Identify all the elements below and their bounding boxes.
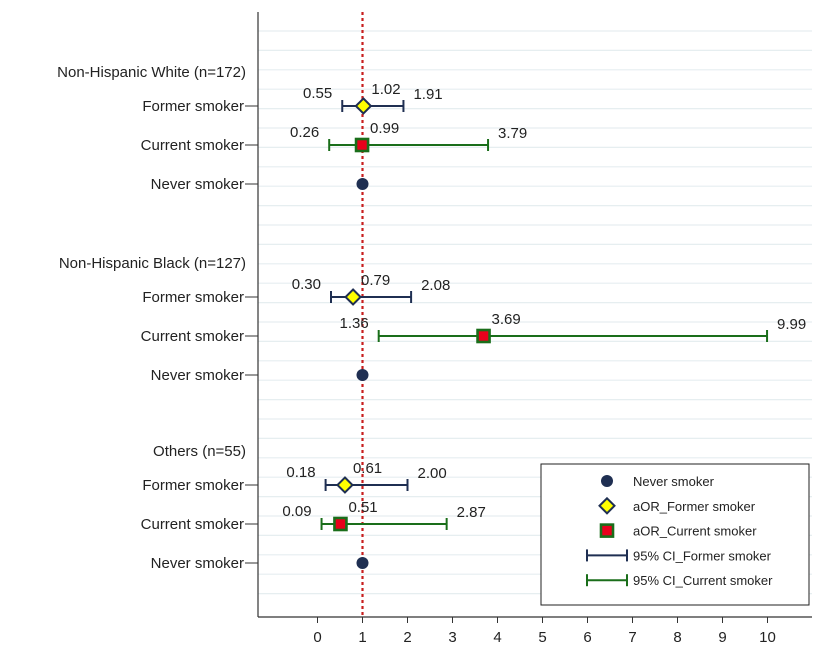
legend: Never smoker aOR_Former smoker aOR_Current… — [540, 463, 810, 606]
ci-high-value-label: 3.79 — [498, 125, 527, 142]
row-label: Never smoker — [151, 555, 244, 572]
ci-high-value-label: 2.00 — [418, 465, 447, 482]
group-label: Others (n=55) — [153, 443, 246, 460]
markers — [333, 97, 491, 569]
row-label: Former smoker — [142, 477, 244, 494]
legend-label: aOR_Former smoker — [633, 499, 756, 514]
group-label: Non-Hispanic White (n=172) — [57, 64, 246, 81]
x-tick-label: 0 — [313, 629, 321, 645]
legend-former-symbol — [598, 496, 616, 515]
x-tick-label: 6 — [583, 629, 591, 645]
ci-low-value-label: 1.36 — [339, 315, 368, 332]
row-label: Former smoker — [142, 98, 244, 115]
x-tick-label: 10 — [759, 629, 776, 645]
aor-value-label: 0.51 — [348, 499, 377, 516]
former-marker — [336, 476, 354, 494]
aor-value-label: 1.02 — [371, 81, 400, 98]
axes: 0 1 2 3 4 5 6 7 8 9 10 — [257, 12, 812, 645]
ci-high-value-label: 2.08 — [421, 277, 450, 294]
legend-label: 95% CI_Former smoker — [633, 548, 772, 563]
value-labels: 0.55 1.91 1.02 0.26 3.79 0.99 0.30 2.08 0.79 1.36… — [282, 81, 806, 521]
row-label: Current smoker — [141, 516, 244, 533]
current-marker — [476, 328, 491, 344]
ci-low-value-label: 0.30 — [292, 276, 321, 293]
legend-box — [540, 463, 810, 606]
ci-low-value-label: 0.26 — [290, 124, 319, 141]
never-marker — [356, 178, 369, 190]
legend-label: 95% CI_Current smoker — [633, 573, 773, 588]
x-tick-label: 4 — [493, 629, 501, 645]
x-tick-label: 5 — [538, 629, 546, 645]
legend-label: Never smoker — [633, 474, 715, 489]
aor-value-label: 0.61 — [353, 460, 382, 477]
legend-current-symbol — [599, 523, 615, 538]
row-label: Never smoker — [151, 367, 244, 384]
x-tick-label: 7 — [628, 629, 636, 645]
x-tick-label: 2 — [403, 629, 411, 645]
ci-high-value-label: 2.87 — [457, 504, 486, 521]
row-label: Current smoker — [141, 328, 244, 345]
row-label: Current smoker — [141, 137, 244, 154]
aor-value-label: 0.79 — [361, 272, 390, 289]
ci-low-value-label: 0.18 — [286, 464, 315, 481]
former-marker — [354, 97, 373, 115]
group-label: Non-Hispanic Black (n=127) — [59, 255, 246, 272]
x-tick-label: 3 — [448, 629, 456, 645]
former-marker — [344, 288, 362, 306]
ci-low-value-label: 0.09 — [282, 503, 311, 520]
current-marker — [333, 516, 348, 532]
ci-high-value-label: 1.91 — [413, 86, 442, 103]
legend-never-symbol — [601, 475, 613, 487]
y-axis-labels: Non-Hispanic White (n=172) Former smoker C… — [57, 64, 258, 572]
x-tick-label: 1 — [358, 629, 366, 645]
x-tick-label: 8 — [673, 629, 681, 645]
row-label: Never smoker — [151, 176, 244, 193]
legend-label: aOR_Current smoker — [633, 524, 757, 539]
row-label: Former smoker — [142, 289, 244, 306]
ci-high-value-label: 9.99 — [777, 316, 806, 333]
ci-low-value-label: 0.55 — [303, 85, 332, 102]
never-marker — [356, 557, 369, 569]
current-marker — [354, 137, 370, 153]
x-tick-label: 9 — [718, 629, 726, 645]
aor-value-label: 3.69 — [492, 311, 521, 328]
aor-value-label: 0.99 — [370, 120, 399, 137]
never-marker — [356, 369, 369, 381]
